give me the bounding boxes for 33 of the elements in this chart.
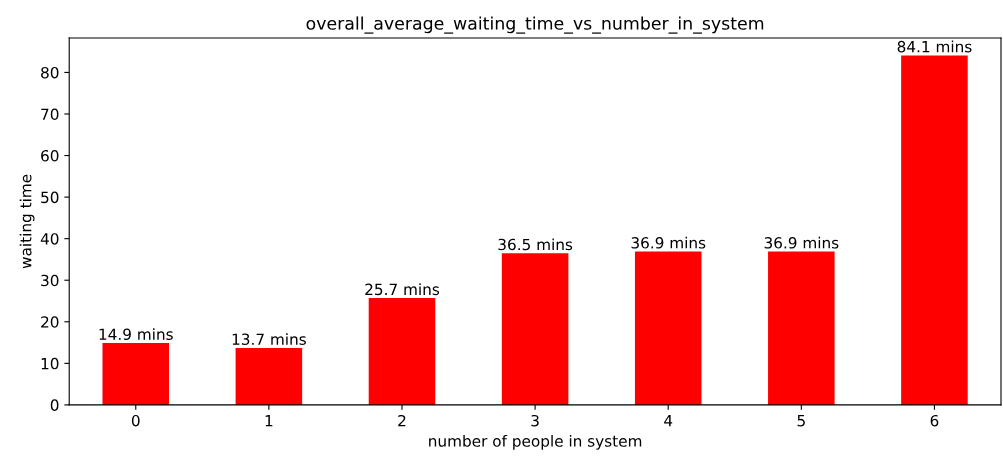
bar	[235, 347, 303, 405]
y-tick-label: 30	[41, 274, 59, 287]
y-tick-label: 50	[41, 191, 59, 204]
data-label: 25.7 mins	[365, 283, 440, 296]
x-tick-label: 4	[664, 415, 673, 427]
y-tick-label: 20	[41, 316, 59, 328]
x-tick-label: 1	[265, 415, 273, 427]
data-label: 13.7 mins	[232, 333, 306, 346]
data-label: 14.9 mins	[99, 328, 173, 341]
y-tick-label: 70	[41, 108, 59, 121]
bar	[102, 342, 170, 405]
x-tick-label: 0	[131, 414, 140, 427]
y-tick-label: 10	[41, 357, 59, 370]
x-tick-label: 5	[797, 415, 805, 427]
x-tick-label: 3	[531, 414, 539, 427]
x-axis-title: number of people in system	[429, 434, 642, 450]
x-tick-label: 6	[930, 414, 939, 427]
data-label: 84.1 mins	[897, 40, 972, 53]
data-label: 36.9 mins	[764, 236, 839, 249]
chart-title: overall_average_waiting_time_vs_number_in_system	[306, 16, 764, 34]
bar	[901, 55, 968, 405]
y-axis-title: waiting time	[19, 174, 35, 269]
y-tick-label: 60	[41, 150, 59, 162]
bar	[368, 298, 436, 405]
bar	[634, 251, 702, 405]
y-tick-label: 0	[50, 399, 59, 411]
data-label: 36.9 mins	[631, 236, 706, 249]
y-tick-label: 80	[41, 66, 59, 79]
x-tick-label: 2	[398, 414, 406, 427]
bar	[768, 251, 835, 405]
bar	[501, 253, 569, 405]
y-tick-label: 40	[40, 233, 59, 245]
data-label: 36.5 mins	[498, 238, 573, 251]
